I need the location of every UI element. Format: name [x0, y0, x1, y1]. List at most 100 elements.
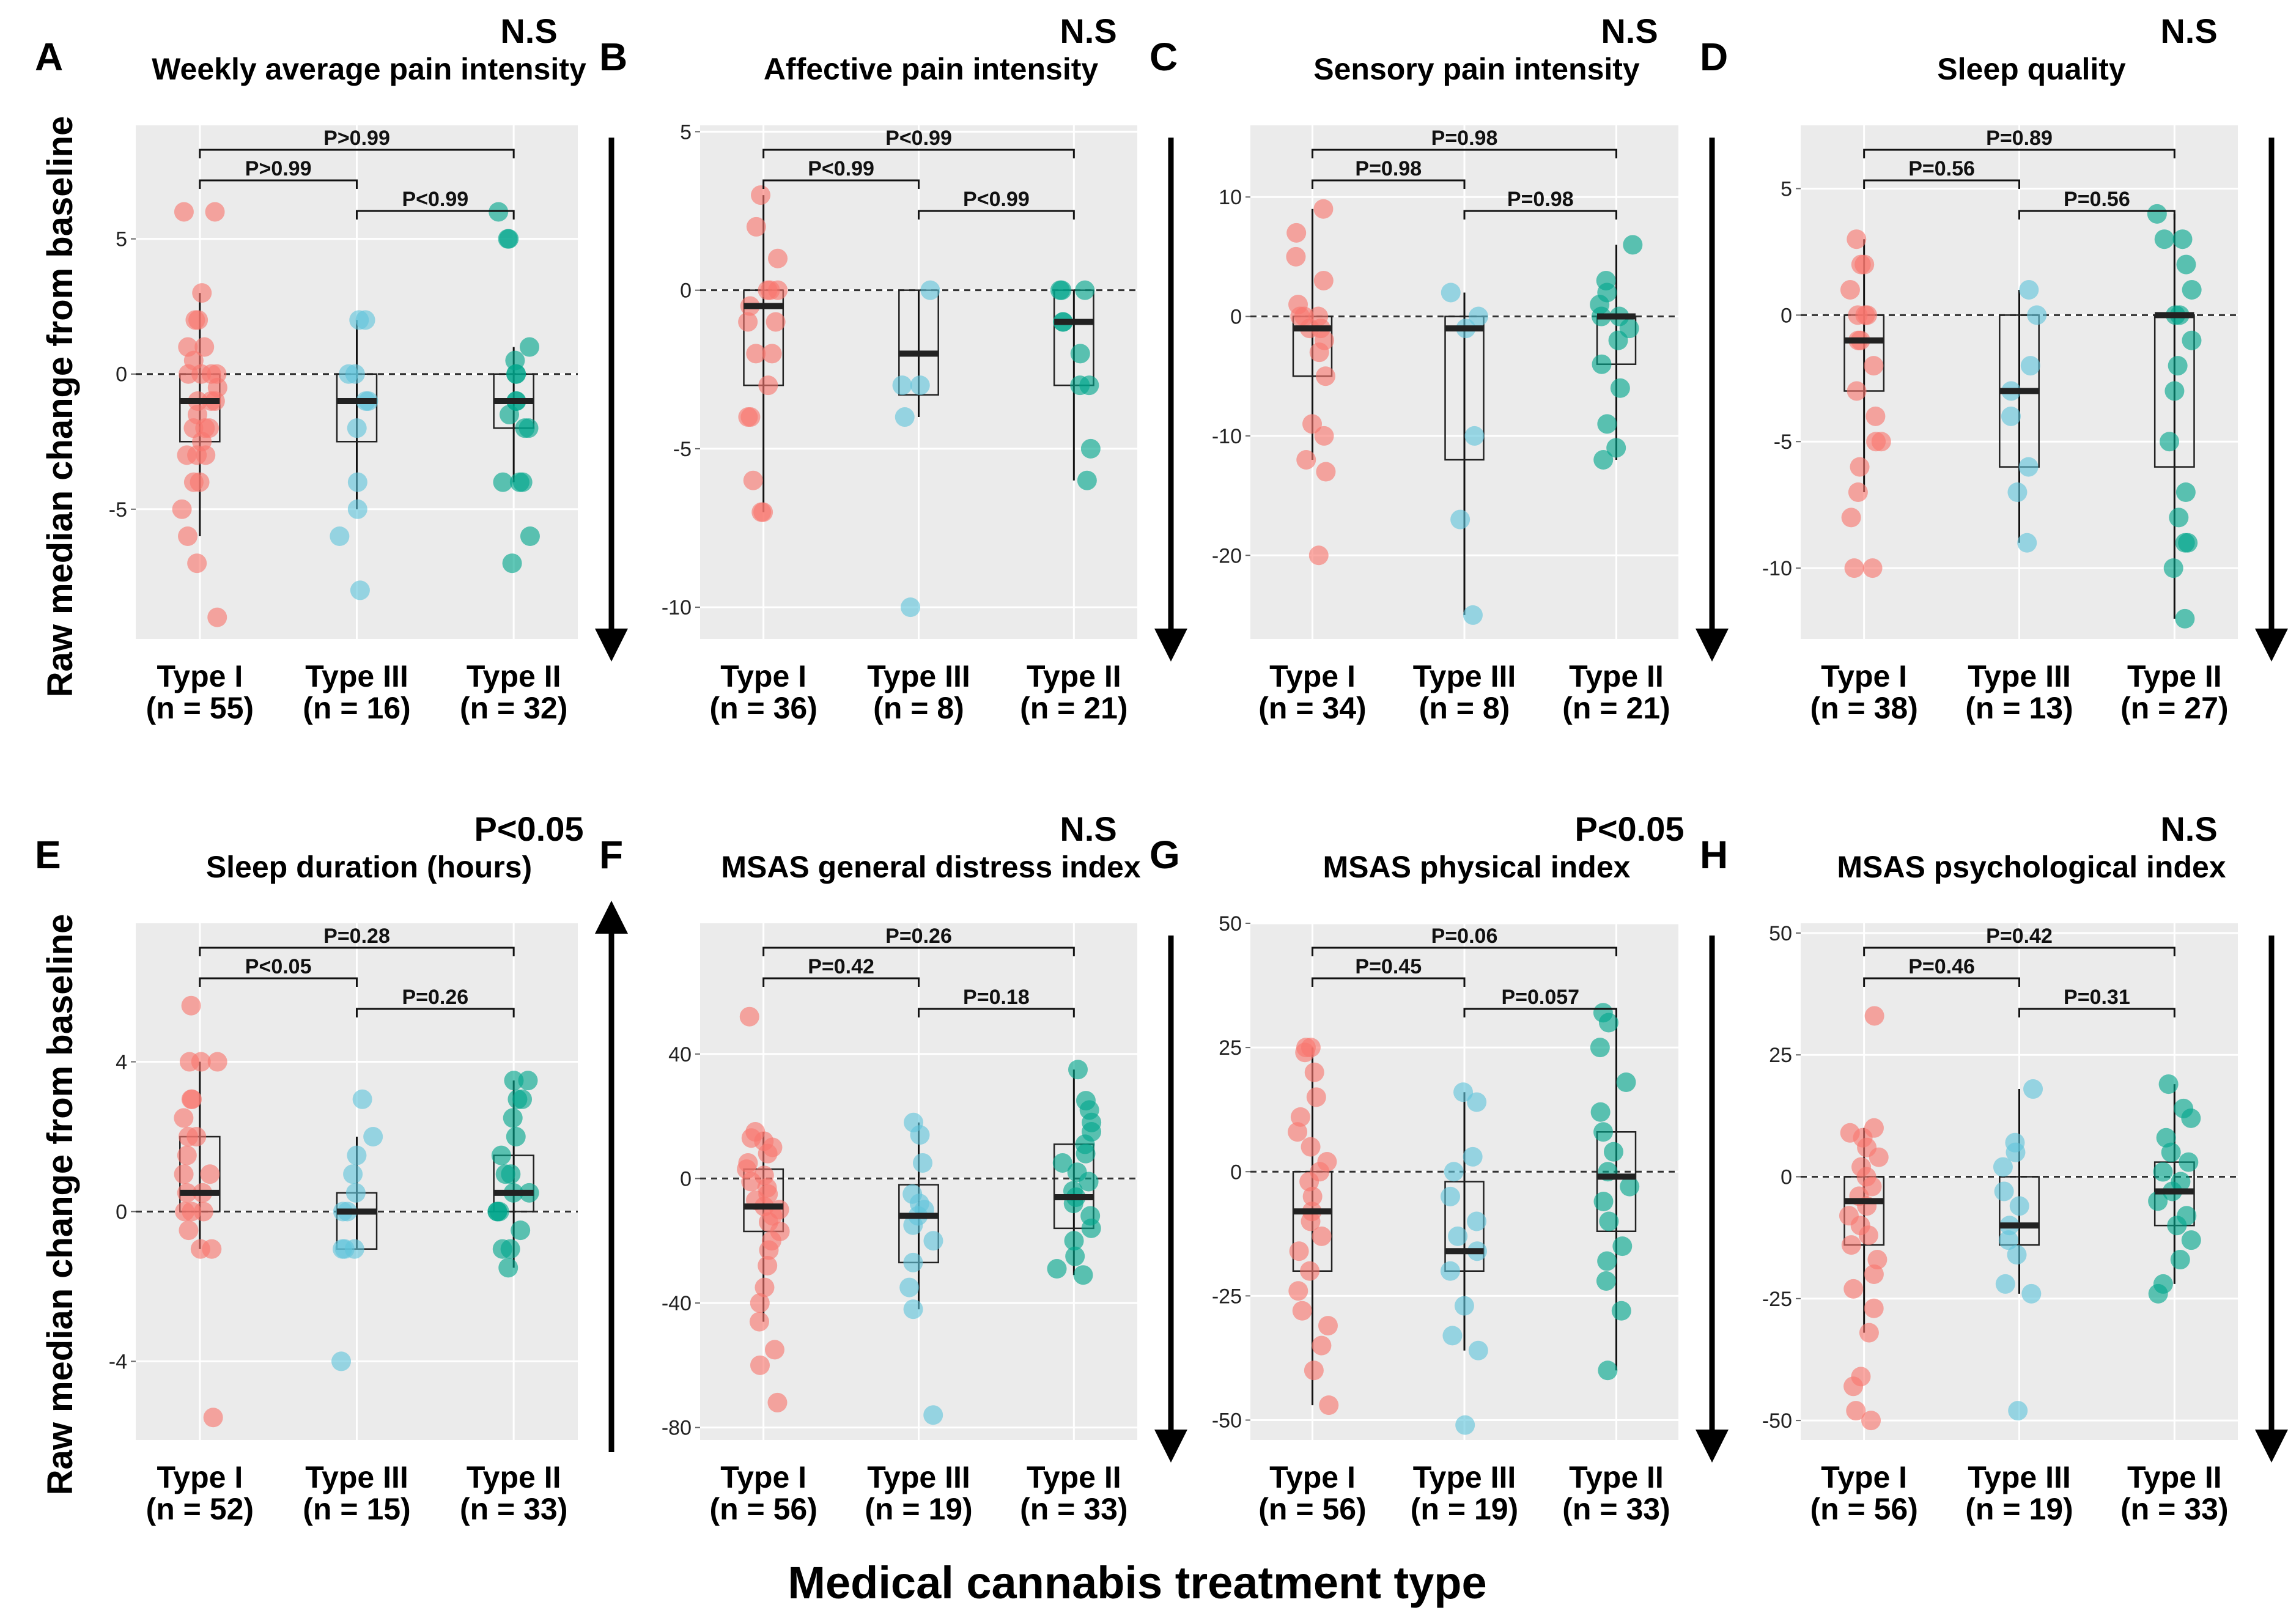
significance-label: N.S: [2160, 810, 2217, 848]
data-point: [1867, 1250, 1888, 1270]
panel-title: MSAS psychological index: [1837, 850, 2226, 884]
significance-label: N.S: [2160, 12, 2217, 50]
data-point: [1468, 1340, 1488, 1360]
comparison-p-label: P=0.42: [1986, 925, 2053, 948]
panel-c: 10 0 -10 -20 Type I(n = 34) Type III(n = 8) Ty…: [1150, 12, 1729, 725]
y-tick-label: -40: [662, 1292, 692, 1315]
x-tick-label-n: (n = 55): [146, 691, 254, 725]
data-point: [751, 502, 772, 522]
x-tick-label-n: (n = 19): [1411, 1492, 1518, 1526]
panel-title: Weekly average pain intensity: [152, 52, 586, 86]
data-point: [1288, 1122, 1308, 1142]
data-point: [1467, 1092, 1487, 1112]
comparison-bracket: [356, 210, 515, 220]
x-tick-label-group: Type II: [1027, 659, 1121, 693]
data-point: [172, 499, 192, 519]
y-tick-label: 0: [1781, 304, 1792, 327]
panel-b: 5 0 -5 -10 Type I(n = 36) Type III(n = 8) Type…: [599, 12, 1187, 725]
comparison-bracket: [1463, 1008, 1617, 1017]
data-point: [750, 1355, 770, 1375]
x-tick-label-n: (n = 56): [1258, 1492, 1366, 1526]
comparison-p-label: P=0.18: [963, 986, 1030, 1009]
data-point: [1848, 482, 1868, 502]
data-point: [1070, 344, 1090, 364]
data-point: [1864, 356, 1884, 376]
data-point: [2164, 381, 2185, 401]
comparison-bracket: [199, 179, 358, 189]
x-tick-label-n: (n = 33): [2120, 1492, 2228, 1526]
data-point: [347, 1145, 367, 1165]
data-point: [487, 1201, 507, 1222]
data-point: [1292, 1301, 1312, 1321]
data-point: [503, 1108, 523, 1128]
y-tick-label: 25: [1219, 1036, 1242, 1060]
data-point: [2153, 1162, 2173, 1182]
data-point: [491, 1145, 511, 1165]
data-point: [1065, 1246, 1085, 1266]
data-point: [331, 1351, 352, 1371]
y-tick-label: -4: [109, 1350, 127, 1373]
x-tick-label-n: (n = 32): [460, 691, 567, 725]
data-point: [2007, 482, 2028, 502]
data-point: [903, 1252, 923, 1272]
data-point: [207, 1052, 227, 1072]
data-point: [760, 280, 780, 300]
data-point: [1440, 1261, 1460, 1281]
comparison-bracket: [1863, 149, 2175, 158]
comparison-p-label: P=0.98: [1355, 157, 1422, 180]
comparison-bracket: [762, 977, 920, 987]
panel-e: 4 0 -4 Type I(n = 52) Type III(n = 15) Type I…: [35, 810, 628, 1526]
data-point: [178, 1127, 198, 1147]
data-point: [1444, 1162, 1464, 1182]
y-tick-label: 5: [680, 120, 692, 144]
data-point: [2017, 533, 2037, 553]
data-point: [1598, 1360, 1618, 1381]
y-tick-label: -50: [1762, 1409, 1792, 1433]
comparison-bracket: [762, 149, 1075, 158]
data-point: [1306, 1087, 1326, 1107]
data-point: [495, 1164, 515, 1184]
data-point: [2160, 432, 2180, 452]
data-point: [207, 607, 227, 627]
data-point: [1299, 1172, 1319, 1192]
data-point: [910, 1125, 930, 1145]
panel-g: 50 25 0 -25 -50 Type I(n = 56) Type III(n = 19…: [1150, 810, 1729, 1526]
data-point: [1448, 1226, 1468, 1246]
comparison-bracket: [918, 210, 1075, 220]
data-point: [352, 1089, 372, 1109]
data-point: [493, 472, 513, 492]
data-point: [2148, 1283, 2168, 1304]
comparison-bracket: [1312, 977, 1466, 987]
data-point: [759, 1240, 779, 1260]
data-point: [1075, 280, 1095, 300]
data-point: [1864, 1264, 1884, 1284]
data-point: [750, 1293, 770, 1313]
y-axis-label-bottom: Raw median change from baseline: [40, 914, 80, 1496]
comparison-p-label: P<0.99: [885, 127, 952, 150]
data-point: [504, 1071, 524, 1091]
data-point: [1312, 1226, 1332, 1246]
data-point: [1315, 366, 1335, 386]
data-point: [738, 312, 758, 332]
data-point: [2158, 1074, 2179, 1094]
data-point: [1993, 1157, 2013, 1177]
data-point: [2181, 1108, 2201, 1128]
x-tick-label-n: (n = 21): [1020, 691, 1127, 725]
data-point: [1998, 1230, 2018, 1250]
data-point: [347, 499, 367, 519]
data-point: [203, 1408, 223, 1428]
data-point: [2009, 1196, 2029, 1216]
data-point: [1871, 432, 1891, 452]
data-point: [179, 1052, 199, 1072]
data-point: [1843, 1376, 1864, 1397]
data-point: [1288, 1281, 1308, 1301]
data-point: [746, 216, 766, 237]
panel-title: Sleep quality: [1937, 52, 2126, 86]
data-point: [1296, 449, 1316, 470]
y-tick-label: 0: [1230, 1161, 1242, 1184]
x-tick-label-group: Type II: [1027, 1460, 1121, 1494]
data-point: [1290, 1107, 1310, 1127]
data-point: [764, 1340, 784, 1360]
x-tick-label-n: (n = 33): [1562, 1492, 1670, 1526]
